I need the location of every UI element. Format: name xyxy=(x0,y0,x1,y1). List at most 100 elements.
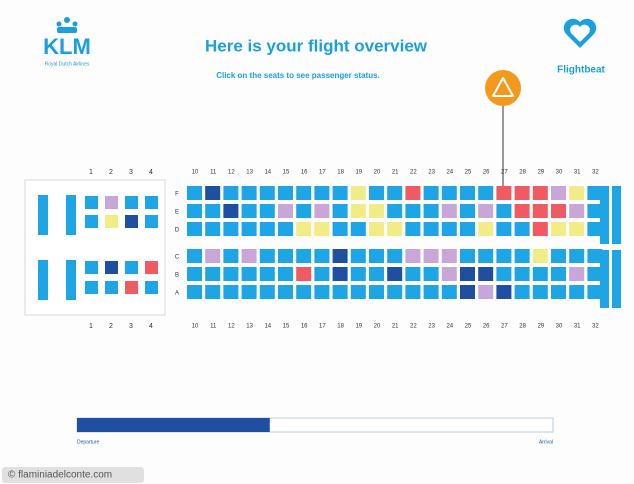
seat[interactable] xyxy=(187,285,202,299)
seat[interactable] xyxy=(478,249,494,263)
seat[interactable] xyxy=(105,261,118,274)
seat[interactable] xyxy=(296,249,312,263)
seat[interactable] xyxy=(405,186,421,200)
seat[interactable] xyxy=(514,285,530,299)
seat[interactable] xyxy=(405,267,421,281)
seat[interactable] xyxy=(350,186,366,200)
seat[interactable] xyxy=(223,249,239,263)
seat[interactable] xyxy=(332,222,348,236)
seat[interactable] xyxy=(532,249,548,263)
seat[interactable] xyxy=(423,186,439,200)
seat[interactable] xyxy=(405,204,421,218)
seat[interactable] xyxy=(423,204,439,218)
seat[interactable] xyxy=(278,222,293,236)
seat[interactable] xyxy=(441,249,457,263)
seat[interactable] xyxy=(85,215,98,228)
seat[interactable] xyxy=(241,285,257,299)
seat[interactable] xyxy=(105,215,118,228)
seat[interactable] xyxy=(125,261,138,274)
seat[interactable] xyxy=(369,222,384,236)
seat[interactable] xyxy=(587,222,603,236)
seat[interactable] xyxy=(551,285,566,299)
seat[interactable] xyxy=(350,204,366,218)
seat[interactable] xyxy=(332,186,348,200)
seat[interactable] xyxy=(532,267,548,281)
seat[interactable] xyxy=(496,285,512,299)
seat[interactable] xyxy=(496,204,512,218)
seat[interactable] xyxy=(205,204,221,218)
seat[interactable] xyxy=(532,186,548,200)
seat[interactable] xyxy=(532,285,548,299)
seat[interactable] xyxy=(441,285,457,299)
alert-icon[interactable] xyxy=(485,70,521,106)
seat[interactable] xyxy=(587,285,603,299)
seat[interactable] xyxy=(405,285,421,299)
seat[interactable] xyxy=(478,186,494,200)
seat[interactable] xyxy=(569,222,585,236)
seat[interactable] xyxy=(223,285,239,299)
seat[interactable] xyxy=(369,204,384,218)
seat[interactable] xyxy=(405,249,421,263)
seat[interactable] xyxy=(223,204,239,218)
seat[interactable] xyxy=(587,249,603,263)
seat[interactable] xyxy=(85,281,98,294)
seat[interactable] xyxy=(587,186,603,200)
seat[interactable] xyxy=(125,215,138,228)
seat[interactable] xyxy=(532,204,548,218)
seat[interactable] xyxy=(460,204,475,218)
seat[interactable] xyxy=(187,204,202,218)
seat[interactable] xyxy=(514,204,530,218)
seat[interactable] xyxy=(205,249,221,263)
seat[interactable] xyxy=(278,249,293,263)
seat[interactable] xyxy=(296,267,312,281)
seat[interactable] xyxy=(145,215,158,228)
seat[interactable] xyxy=(387,285,403,299)
seat[interactable] xyxy=(478,204,494,218)
seat[interactable] xyxy=(387,222,403,236)
seat[interactable] xyxy=(223,222,239,236)
seat[interactable] xyxy=(223,267,239,281)
seat[interactable] xyxy=(478,267,494,281)
seat[interactable] xyxy=(423,222,439,236)
seat[interactable] xyxy=(423,267,439,281)
seat[interactable] xyxy=(145,261,158,274)
seat[interactable] xyxy=(278,204,293,218)
seat[interactable] xyxy=(569,249,585,263)
seat[interactable] xyxy=(551,204,566,218)
seat[interactable] xyxy=(259,186,275,200)
seat[interactable] xyxy=(441,222,457,236)
seat[interactable] xyxy=(569,204,585,218)
seat[interactable] xyxy=(314,222,330,236)
seat[interactable] xyxy=(460,285,475,299)
seat[interactable] xyxy=(278,186,293,200)
seat[interactable] xyxy=(460,249,475,263)
seat[interactable] xyxy=(551,222,566,236)
seat[interactable] xyxy=(241,222,257,236)
seat[interactable] xyxy=(532,222,548,236)
seat[interactable] xyxy=(259,222,275,236)
seat[interactable] xyxy=(332,285,348,299)
seat[interactable] xyxy=(460,186,475,200)
seat[interactable] xyxy=(350,249,366,263)
seat[interactable] xyxy=(205,267,221,281)
seat[interactable] xyxy=(296,285,312,299)
seat[interactable] xyxy=(441,204,457,218)
seat[interactable] xyxy=(105,281,118,294)
seat[interactable] xyxy=(350,285,366,299)
seat[interactable] xyxy=(587,204,603,218)
seat[interactable] xyxy=(105,196,118,209)
seat[interactable] xyxy=(551,186,566,200)
seat[interactable] xyxy=(350,267,366,281)
seat[interactable] xyxy=(241,204,257,218)
seat[interactable] xyxy=(387,267,403,281)
seat[interactable] xyxy=(405,222,421,236)
seat[interactable] xyxy=(187,222,202,236)
seat[interactable] xyxy=(332,249,348,263)
seat[interactable] xyxy=(205,285,221,299)
seat[interactable] xyxy=(387,249,403,263)
seat[interactable] xyxy=(496,249,512,263)
seat[interactable] xyxy=(259,204,275,218)
seat[interactable] xyxy=(85,196,98,209)
seat[interactable] xyxy=(441,267,457,281)
seat[interactable] xyxy=(387,186,403,200)
